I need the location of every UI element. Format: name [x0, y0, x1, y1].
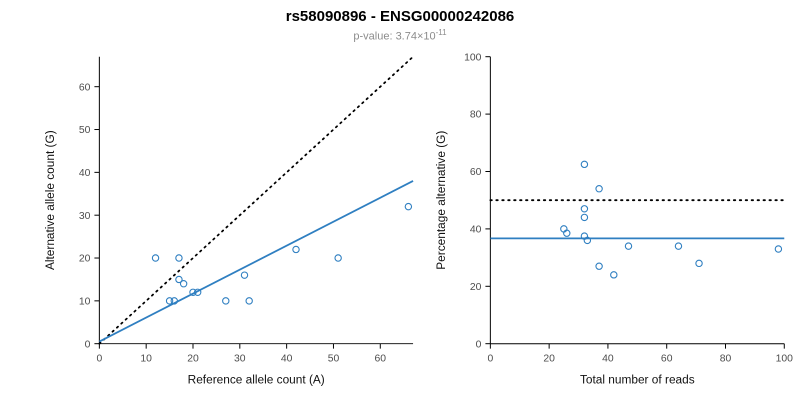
x-tick-label: 10	[140, 353, 152, 364]
x-tick-label: 80	[720, 353, 732, 364]
data-point	[189, 288, 197, 296]
y-tick-label: 0	[85, 339, 91, 350]
data-point	[334, 253, 342, 262]
data-point	[695, 259, 703, 267]
x-tick-label: 0	[487, 353, 493, 364]
chart-title: rs58090896 - ENSG00000242086	[285, 8, 515, 25]
data-point	[179, 279, 188, 288]
x-tick-label: 50	[328, 353, 340, 364]
x-tick-label: 40	[281, 353, 293, 364]
x-tick-label: 60	[661, 353, 673, 364]
x-axis-title: Reference allele count (A)	[188, 372, 325, 386]
x-tick-label: 40	[602, 353, 614, 364]
chart-header: rs58090896 - ENSG00000242086 p-value: 3.…	[0, 0, 800, 43]
data-point	[222, 296, 230, 305]
y-tick-label: 60	[470, 167, 482, 178]
x-tick-label: 0	[96, 353, 102, 364]
y-tick-label: 40	[470, 224, 482, 235]
data-point	[240, 271, 249, 279]
y-tick-label: 60	[79, 82, 91, 93]
y-tick-label: 10	[79, 296, 91, 307]
x-axis-title: Total number of reads	[580, 372, 695, 386]
data-point	[774, 244, 782, 253]
data-point	[580, 160, 589, 168]
data-point	[165, 296, 174, 305]
right-scatter-plot: 0 20 40 60 80 100 0 20 40 60 80 100 Total number of …	[434, 52, 794, 386]
data-point	[674, 242, 683, 250]
left-scatter-plot: 0 10 20 30 40 50 60 0 10 20 30 40 50 60 Reference alle…	[43, 55, 414, 386]
identity-line	[98, 55, 414, 345]
y-axis-title: Percentage alternative (G)	[434, 130, 448, 269]
data-point	[624, 242, 633, 250]
y-axis-title: Alternative allele count (G)	[43, 130, 57, 270]
y-tick-label: 100	[464, 52, 482, 63]
data-point	[151, 253, 160, 262]
data-point	[595, 184, 603, 193]
x-tick-label: 20	[543, 353, 555, 364]
y-tick-label: 0	[476, 339, 482, 350]
data-point	[175, 275, 183, 283]
data-point	[609, 270, 618, 279]
data-point	[175, 253, 183, 262]
charts-row: 0 10 20 30 40 50 60 0 10 20 30 40 50 60 Reference alle…	[0, 43, 800, 395]
data-point	[580, 204, 589, 213]
x-tick-label: 20	[187, 353, 199, 364]
data-point	[583, 236, 591, 244]
y-tick-label: 50	[79, 125, 91, 136]
y-tick-label: 20	[470, 282, 482, 293]
x-tick-label: 60	[375, 353, 387, 364]
y-tick-label: 80	[470, 109, 482, 120]
y-tick-label: 30	[79, 210, 91, 221]
data-point	[595, 262, 603, 270]
data-point	[170, 296, 178, 305]
data-point	[193, 288, 202, 296]
pvalue-exponent: -11	[435, 28, 447, 37]
y-tick-label: 40	[79, 168, 91, 179]
x-tick-label: 30	[234, 353, 246, 364]
data-point	[580, 213, 589, 221]
data-point	[292, 245, 300, 253]
data-point	[562, 229, 571, 237]
pvalue-subtitle: p-value: 3.74×10-11	[0, 28, 800, 43]
pvalue-text: p-value: 3.74×10	[353, 30, 436, 43]
data-point	[245, 296, 253, 305]
x-tick-label: 100	[776, 353, 794, 364]
regression-line	[98, 179, 414, 342]
y-tick-label: 20	[79, 253, 91, 264]
data-point	[404, 202, 413, 210]
